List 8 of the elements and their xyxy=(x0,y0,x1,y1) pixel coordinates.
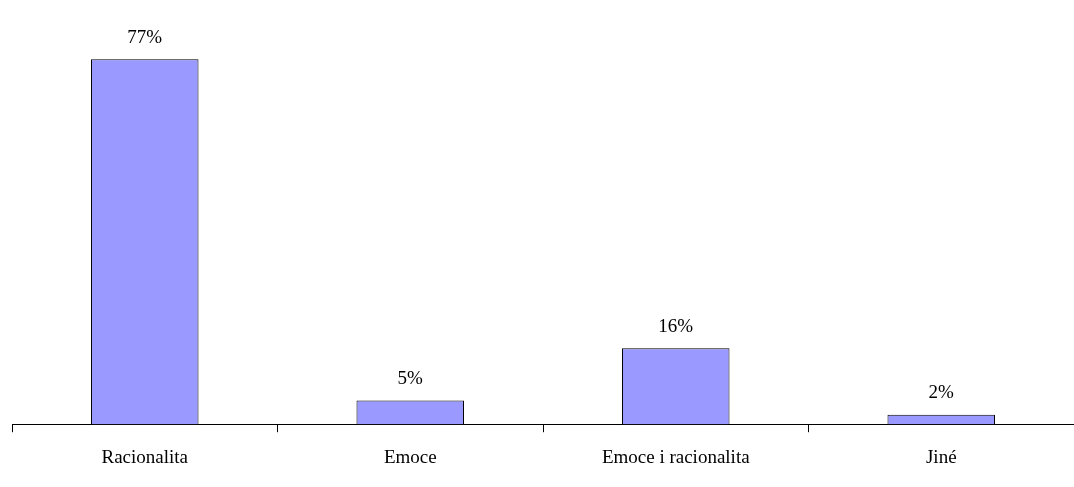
x-tick-label: Jiné xyxy=(925,445,957,467)
data-label: 77% xyxy=(127,25,163,47)
data-label: 2% xyxy=(928,381,955,403)
x-tick-label: Emoce xyxy=(383,445,437,467)
data-label: 5% xyxy=(397,366,424,388)
x-tick-label: Emoce i racionalita xyxy=(601,445,751,467)
x-tick-label: Racionalita xyxy=(101,445,189,467)
data-label: 16% xyxy=(658,314,694,336)
